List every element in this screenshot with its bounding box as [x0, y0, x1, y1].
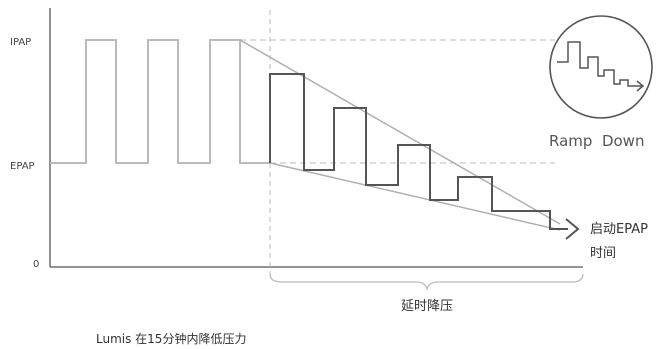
epap-label: EPAP — [10, 161, 35, 172]
ramp-down-mini-icon — [557, 41, 642, 87]
ramp-upper-envelope — [239, 39, 561, 225]
ramp-down-circle — [549, 15, 653, 119]
zero-label: 0 — [33, 259, 39, 270]
caption: Lumis 在15分钟内降低压力 — [96, 331, 246, 346]
ramp-down-trace — [269, 73, 568, 230]
ramp-end-arrowhead — [565, 218, 580, 240]
delay-label: 延时降压 — [401, 299, 453, 314]
pressure-square-wave — [50, 39, 270, 164]
ipap-label: IPAP — [10, 37, 31, 48]
ramp-down-label: Ramp Down — [549, 132, 644, 150]
delay-brace — [269, 273, 584, 292]
ramp-lower-envelope — [269, 162, 561, 231]
start-epap-label-line1: 启动EPAP — [590, 222, 648, 237]
start-epap-label-line2: 时间 — [590, 246, 616, 261]
ramp-down-mini-arrowhead — [636, 80, 645, 92]
ramp-down-badge — [549, 15, 653, 119]
